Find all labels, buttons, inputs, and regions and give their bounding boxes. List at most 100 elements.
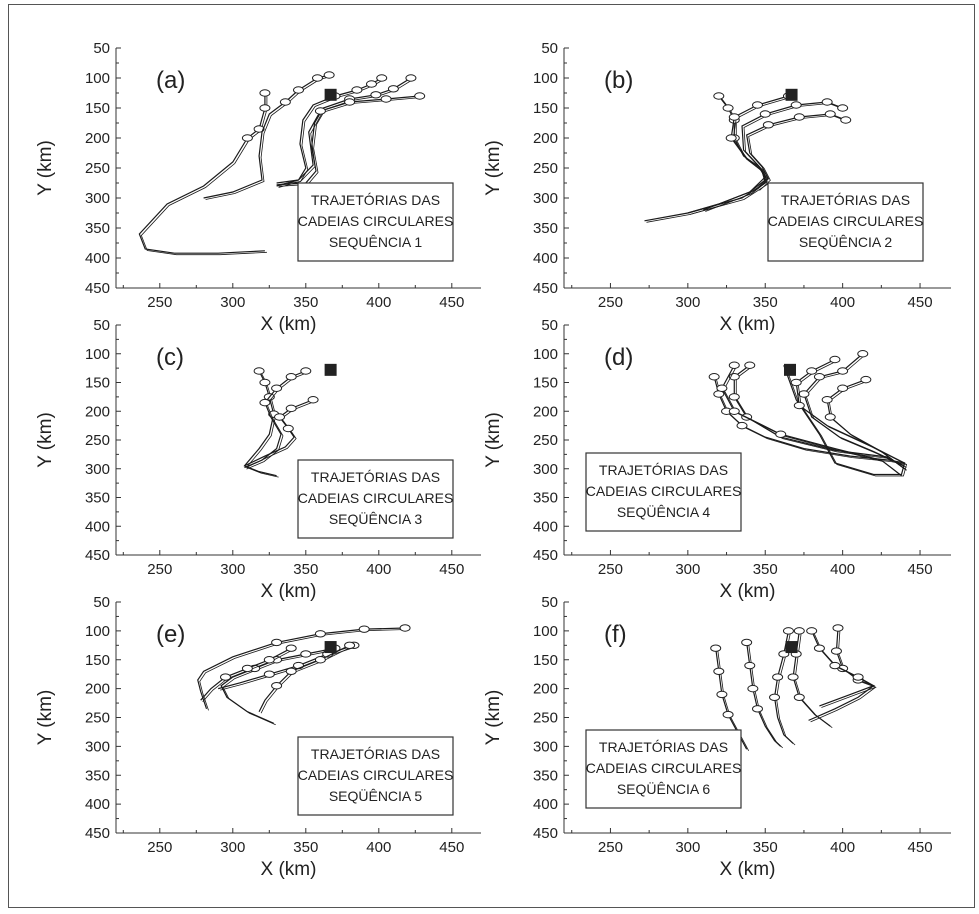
station-marker (785, 641, 798, 654)
x-tick-label: 450 (439, 294, 464, 311)
chain-marker (728, 407, 740, 415)
chain-marker (716, 690, 728, 699)
trajectory-line (205, 76, 332, 200)
chain-marker (241, 664, 253, 673)
chain-marker (380, 95, 392, 103)
chain-marker (829, 355, 841, 364)
chain-marker (285, 404, 297, 413)
panel-label: (b) (604, 67, 633, 94)
x-tick-label: 400 (366, 294, 391, 311)
chain-marker (220, 673, 231, 681)
chain-marker (793, 113, 805, 121)
chain-marker (263, 670, 275, 678)
y-axis-label: Y (km) (483, 690, 504, 746)
legend-text: TRAJETÓRIAS DAS (311, 746, 440, 762)
legend-text: SEQÜÊNCIA 2 (799, 233, 893, 250)
chain-marker (405, 74, 417, 82)
x-tick-label: 450 (908, 294, 933, 311)
trajectory-line (689, 97, 791, 215)
trajectory-line (203, 74, 330, 199)
chain-marker (713, 92, 725, 100)
y-tick-label: 400 (533, 250, 558, 267)
legend-text: CADEIAS CIRCULARES (768, 213, 924, 229)
trajectory-line (803, 353, 905, 467)
chain-marker (282, 424, 294, 433)
chain-marker (744, 361, 756, 369)
chain-marker (829, 661, 841, 670)
trajectory-line (821, 629, 877, 708)
y-tick-label: 450 (533, 825, 558, 842)
x-axis-label: X (km) (261, 581, 317, 602)
trajectory-line (245, 372, 279, 478)
plot-area (710, 624, 877, 751)
chain-marker (728, 393, 740, 401)
y-tick-label: 250 (533, 432, 558, 449)
y-tick-label: 450 (85, 547, 110, 564)
x-tick-label: 300 (220, 839, 245, 856)
x-tick-label: 400 (830, 294, 855, 311)
chain-marker (728, 361, 740, 369)
station-marker (324, 88, 337, 101)
legend-box (585, 729, 742, 809)
chain-marker (713, 667, 725, 675)
x-tick-label: 300 (675, 294, 700, 311)
legend-box (297, 736, 454, 816)
trajectory-line (244, 370, 307, 469)
chain-marker (837, 384, 849, 392)
chain-marker (790, 378, 802, 387)
y-tick-label: 150 (533, 100, 558, 117)
y-tick-label: 150 (85, 375, 110, 392)
figure-panel: 50 100 150 200 250 300 350 400 450 250 300 350 400 45… (8, 4, 975, 908)
y-axis-label: Y (km) (483, 140, 504, 196)
chain-marker (793, 693, 805, 701)
chain-marker (772, 673, 784, 681)
legend-text: CADEIAS CIRCULARES (298, 767, 454, 783)
chart-2: 50 100 150 200 250 300 350 400 450 250 300 350 400 45… (483, 40, 951, 335)
x-tick-label: 450 (908, 839, 933, 856)
y-tick-label: 400 (85, 518, 110, 535)
y-tick-label: 350 (533, 490, 558, 507)
chain-marker (285, 667, 297, 675)
y-tick-label: 100 (85, 346, 110, 363)
panel-label: (f) (604, 621, 627, 648)
chain-marker (293, 661, 304, 670)
chain-marker (837, 367, 849, 375)
chain-marker (782, 627, 794, 635)
y-tick-label: 450 (533, 547, 558, 564)
chain-marker (351, 86, 363, 94)
trajectory-line (805, 354, 907, 468)
trajectory-line (703, 101, 843, 211)
trajectory-line (276, 77, 383, 184)
y-tick-label: 250 (85, 432, 110, 449)
plot-area (243, 367, 319, 478)
chain-marker (725, 134, 737, 142)
chain-marker (259, 104, 271, 112)
x-tick-label: 400 (366, 839, 391, 856)
y-tick-label: 100 (85, 70, 110, 87)
y-tick-label: 300 (533, 738, 558, 755)
legend-text: TRAJETÓRIAS DAS (781, 192, 910, 208)
legend-text: TRAJETÓRIAS DAS (599, 462, 728, 478)
trajectory-line (795, 358, 905, 464)
chain-marker (830, 647, 842, 655)
panel-label: (d) (604, 344, 633, 371)
trajectory-line (715, 366, 908, 477)
y-tick-label: 300 (85, 461, 110, 478)
chain-marker (762, 121, 774, 129)
trajectory-line (243, 370, 277, 477)
legend-text: SEQÜÊNCIA 4 (617, 503, 711, 520)
legend-text: TRAJETÓRIAS DAS (311, 192, 440, 208)
chain-marker (787, 673, 799, 681)
legend-text: SEQÜÊNCIA 3 (329, 510, 423, 527)
figure-svg: 50 100 150 200 250 300 350 400 450 250 300 350 400 45… (35, 40, 951, 880)
x-tick-label: 350 (293, 294, 318, 311)
x-tick-label: 300 (220, 561, 245, 578)
legend-text: TRAJETÓRIAS DAS (599, 739, 728, 755)
chain-marker (744, 661, 756, 670)
y-tick-label: 450 (85, 280, 110, 297)
legend-box (297, 182, 454, 262)
chain-marker (344, 641, 356, 650)
trajectory-line (197, 627, 406, 710)
x-axis-label: X (km) (261, 314, 317, 335)
chain-marker (259, 398, 271, 407)
